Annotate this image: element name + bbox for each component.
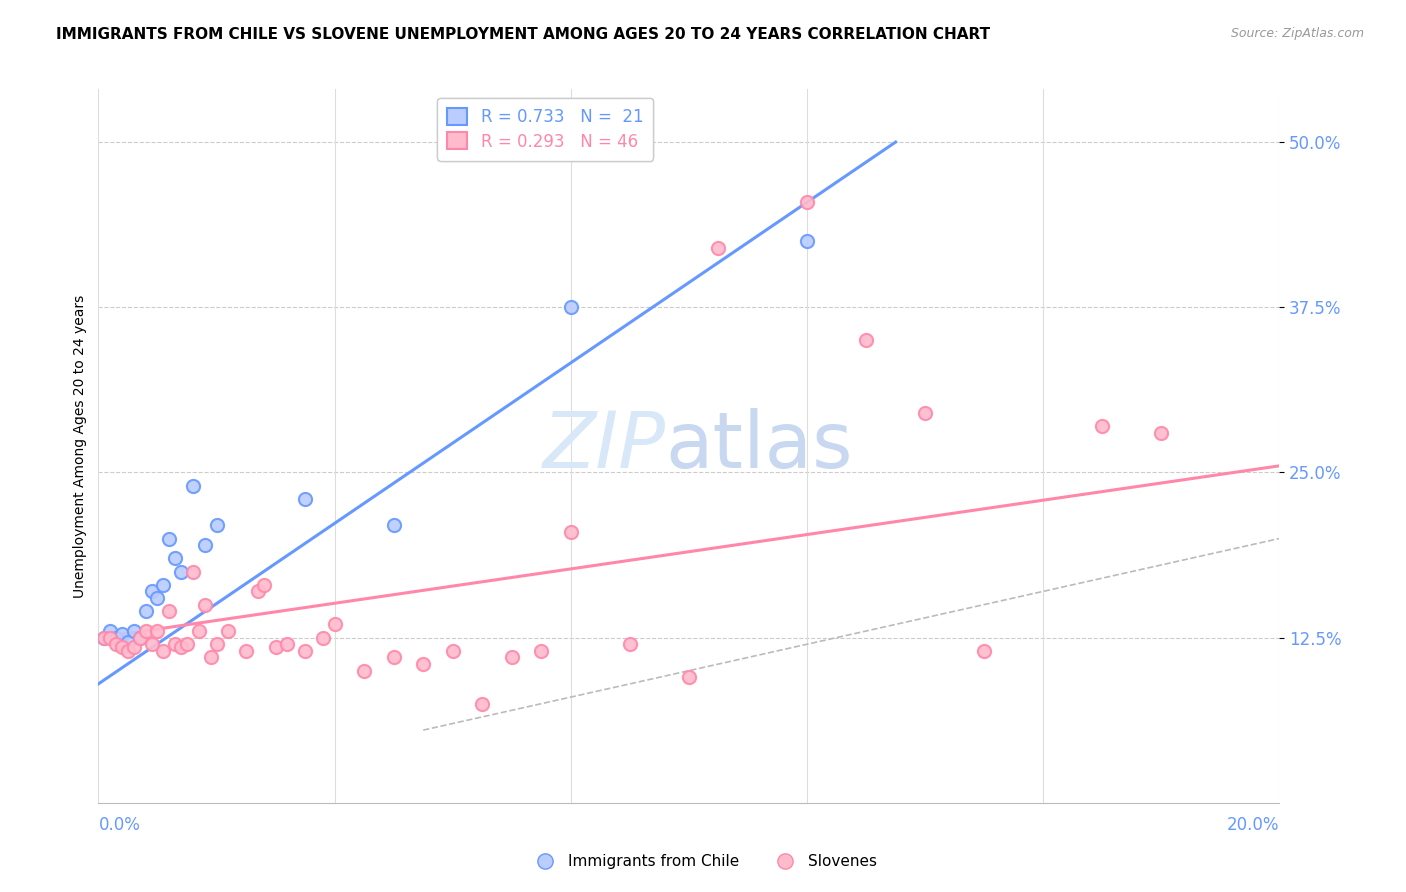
Point	[105, 637, 128, 651]
Point	[205, 518, 228, 533]
Point	[560, 524, 582, 539]
Point	[117, 634, 139, 648]
Point	[181, 478, 204, 492]
Point	[294, 491, 316, 506]
Point	[382, 650, 405, 665]
Point	[98, 631, 121, 645]
Point	[128, 631, 150, 645]
Text: ZIP: ZIP	[543, 408, 665, 484]
Point	[117, 644, 139, 658]
Point	[501, 650, 523, 665]
Point	[323, 617, 346, 632]
Point	[678, 670, 700, 684]
Point	[152, 644, 174, 658]
Point	[105, 631, 128, 645]
Point	[152, 578, 174, 592]
Point	[141, 637, 163, 651]
Point	[530, 644, 553, 658]
Point	[914, 406, 936, 420]
Point	[619, 637, 641, 651]
Point	[122, 624, 145, 638]
Text: 0.0%: 0.0%	[98, 816, 141, 834]
Point	[471, 697, 494, 711]
Point	[217, 624, 239, 638]
Point	[165, 637, 187, 651]
Point	[560, 300, 582, 314]
Point	[93, 631, 115, 645]
Point	[382, 518, 405, 533]
Point	[176, 637, 198, 651]
Point	[796, 234, 818, 248]
Point	[146, 591, 169, 605]
Point	[1150, 425, 1173, 440]
Point	[146, 624, 169, 638]
Point	[1091, 419, 1114, 434]
Point	[135, 604, 157, 618]
Text: Source: ZipAtlas.com: Source: ZipAtlas.com	[1230, 27, 1364, 40]
Y-axis label: Unemployment Among Ages 20 to 24 years: Unemployment Among Ages 20 to 24 years	[73, 294, 87, 598]
Point	[294, 644, 316, 658]
Legend: R = 0.733   N =  21, R = 0.293   N = 46: R = 0.733 N = 21, R = 0.293 N = 46	[437, 97, 654, 161]
Point	[135, 624, 157, 638]
Point	[353, 664, 375, 678]
Point	[170, 640, 193, 654]
Point	[205, 637, 228, 651]
Text: atlas: atlas	[665, 408, 853, 484]
Point	[276, 637, 298, 651]
Point	[855, 333, 877, 347]
Point	[181, 565, 204, 579]
Point	[122, 640, 145, 654]
Point	[707, 241, 730, 255]
Point	[312, 631, 335, 645]
Point	[157, 532, 180, 546]
Point	[200, 650, 222, 665]
Point	[973, 644, 995, 658]
Point	[253, 578, 276, 592]
Point	[111, 626, 134, 640]
Point	[93, 631, 115, 645]
Point	[246, 584, 269, 599]
Point	[141, 584, 163, 599]
Point	[194, 598, 217, 612]
Point	[264, 640, 287, 654]
Point	[165, 551, 187, 566]
Point	[441, 644, 464, 658]
Point	[98, 624, 121, 638]
Point	[796, 194, 818, 209]
Point	[128, 631, 150, 645]
Point	[235, 644, 257, 658]
Point	[170, 565, 193, 579]
Text: 20.0%: 20.0%	[1227, 816, 1279, 834]
Point	[157, 604, 180, 618]
Point	[187, 624, 209, 638]
Point	[111, 640, 134, 654]
Point	[412, 657, 434, 671]
Legend: Immigrants from Chile, Slovenes: Immigrants from Chile, Slovenes	[523, 848, 883, 875]
Text: IMMIGRANTS FROM CHILE VS SLOVENE UNEMPLOYMENT AMONG AGES 20 TO 24 YEARS CORRELAT: IMMIGRANTS FROM CHILE VS SLOVENE UNEMPLO…	[56, 27, 990, 42]
Point	[194, 538, 217, 552]
